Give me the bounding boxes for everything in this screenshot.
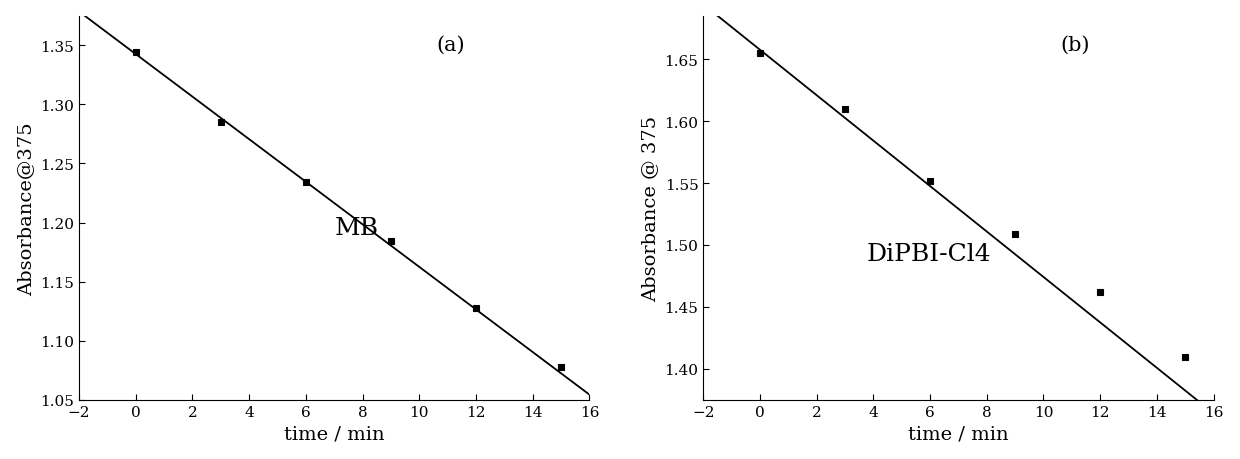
Text: (b): (b) [1060,36,1090,55]
Y-axis label: Absorbance @ 375: Absorbance @ 375 [641,116,658,301]
X-axis label: time / min: time / min [284,425,384,442]
X-axis label: time / min: time / min [908,425,1008,442]
Text: DiPBI-Cl4: DiPBI-Cl4 [867,243,991,266]
Text: MB: MB [335,216,378,239]
Text: (a): (a) [436,36,465,55]
Y-axis label: Absorbance@375: Absorbance@375 [16,122,35,295]
